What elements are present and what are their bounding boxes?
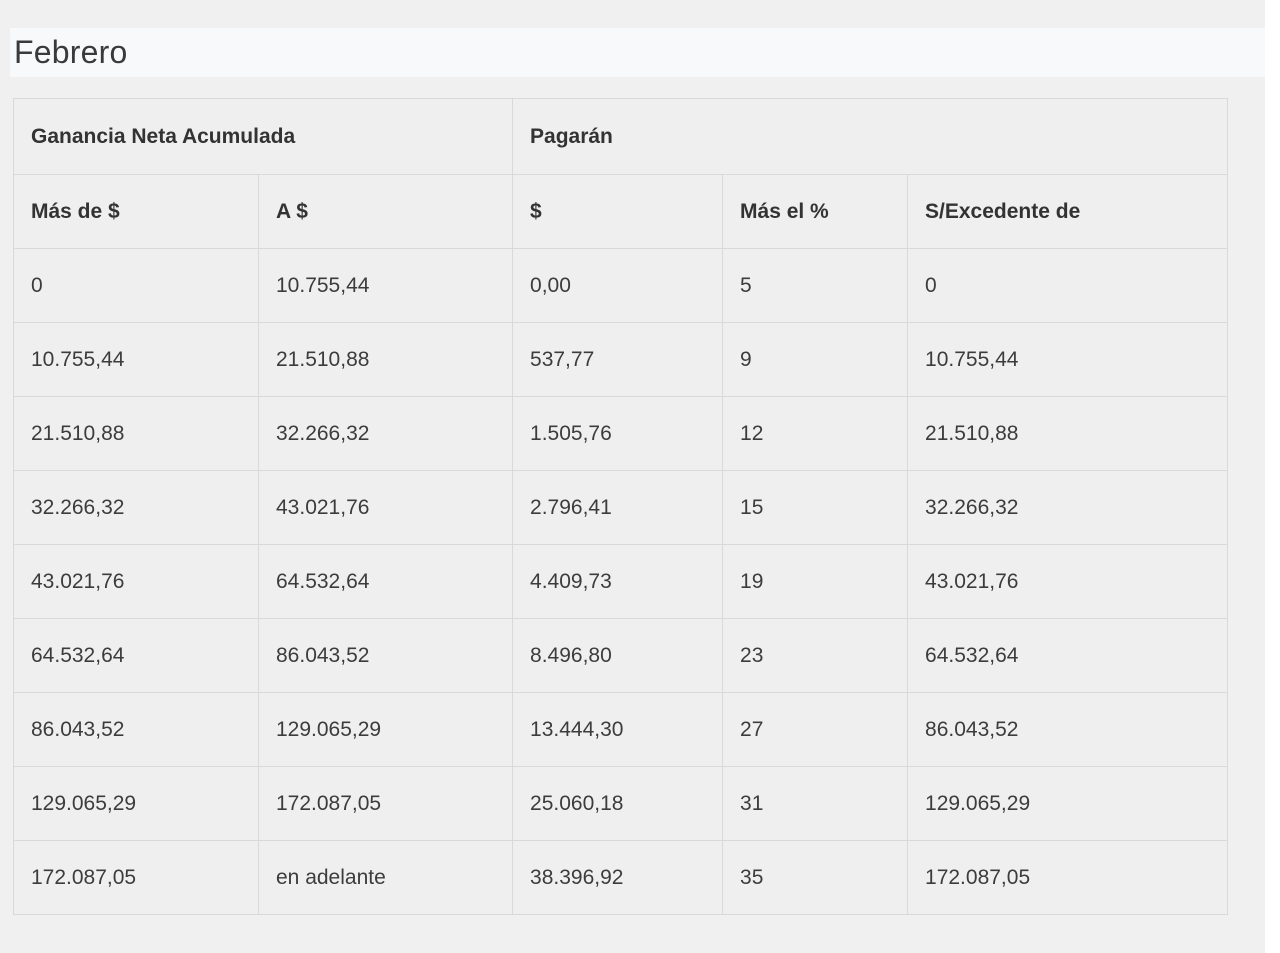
table-cell: 32.266,32 [257, 396, 514, 471]
table-row: 172.087,05 en adelante 38.396,92 35 172.087,… [13, 840, 1229, 915]
table-cell: 21.510,88 [257, 322, 514, 397]
table-cell: 4.409,73 [512, 544, 724, 619]
table-cell: 0 [907, 248, 1229, 323]
table-cell: 64.532,64 [257, 544, 514, 619]
group-header-row: Ganancia Neta Acumulada Pagarán [12, 98, 1229, 175]
table-cell: 64.532,64 [13, 618, 259, 693]
table-cell: 129.065,29 [257, 692, 514, 767]
table-cell: 172.087,05 [907, 840, 1229, 915]
table-row: 43.021,76 64.532,64 4.409,73 19 43.021,76 [13, 544, 1229, 619]
table-cell: 172.087,05 [257, 766, 514, 841]
table-cell: 86.043,52 [257, 618, 514, 693]
table-row: 32.266,32 43.021,76 2.796,41 15 32.266,32 [13, 470, 1229, 545]
column-header-a: A $ [257, 174, 514, 249]
tax-bracket-table: Ganancia Neta Acumulada Pagarán Más de $… [12, 98, 1229, 915]
table-cell: 15 [722, 470, 909, 545]
table-cell: 1.505,76 [512, 396, 724, 471]
table-cell: 23 [722, 618, 909, 693]
table-cell: 86.043,52 [907, 692, 1229, 767]
table-row: 0 10.755,44 0,00 5 0 [13, 248, 1229, 323]
table-cell: 129.065,29 [13, 766, 259, 841]
title-bar: Febrero [10, 28, 1265, 77]
table-cell: 537,77 [512, 322, 724, 397]
column-header-mas-de: Más de $ [13, 174, 259, 249]
table-cell: 38.396,92 [512, 840, 724, 915]
table-cell: 0,00 [512, 248, 724, 323]
table-row: 129.065,29 172.087,05 25.060,18 31 129.065,2… [13, 766, 1229, 841]
table-cell: 43.021,76 [907, 544, 1229, 619]
table-cell: 86.043,52 [13, 692, 259, 767]
column-header-pesos: $ [512, 174, 724, 249]
table-cell: 35 [722, 840, 909, 915]
table-cell: 0 [13, 248, 259, 323]
table-row: 21.510,88 32.266,32 1.505,76 12 21.510,88 [13, 396, 1229, 471]
table-cell: 129.065,29 [907, 766, 1229, 841]
table-cell: 13.444,30 [512, 692, 724, 767]
table-cell: 21.510,88 [13, 396, 259, 471]
table-cell: 43.021,76 [13, 544, 259, 619]
column-header-s-excedente-de: S/Excedente de [907, 174, 1229, 249]
group-header-ganancia-neta-acumulada: Ganancia Neta Acumulada [12, 98, 514, 175]
column-header-row: Más de $ A $ $ Más el % S/Excedente de [13, 174, 1229, 249]
table-cell: 19 [722, 544, 909, 619]
group-header-pagaran: Pagarán [512, 98, 1229, 175]
table-row: 64.532,64 86.043,52 8.496,80 23 64.532,64 [13, 618, 1229, 693]
table-cell: 32.266,32 [907, 470, 1229, 545]
table-cell: 8.496,80 [512, 618, 724, 693]
table-cell: 10.755,44 [13, 322, 259, 397]
table-cell: 2.796,41 [512, 470, 724, 545]
table-row: 10.755,44 21.510,88 537,77 9 10.755,44 [13, 322, 1229, 397]
table-cell: 31 [722, 766, 909, 841]
table-cell: en adelante [257, 840, 514, 915]
table-cell: 64.532,64 [907, 618, 1229, 693]
table-row: 86.043,52 129.065,29 13.444,30 27 86.043,52 [13, 692, 1229, 767]
table-cell: 12 [722, 396, 909, 471]
column-header-mas-el-porcentaje: Más el % [722, 174, 909, 249]
page-title: Febrero [14, 34, 128, 70]
table-cell: 32.266,32 [13, 470, 259, 545]
table-cell: 10.755,44 [257, 248, 514, 323]
table-cell: 21.510,88 [907, 396, 1229, 471]
table-cell: 25.060,18 [512, 766, 724, 841]
table-cell: 5 [722, 248, 909, 323]
table-cell: 9 [722, 322, 909, 397]
table-body: 0 10.755,44 0,00 5 0 10.755,44 21.510,88 537,77… [13, 248, 1229, 915]
table-cell: 27 [722, 692, 909, 767]
table-cell: 43.021,76 [257, 470, 514, 545]
table-cell: 172.087,05 [13, 840, 259, 915]
table-cell: 10.755,44 [907, 322, 1229, 397]
